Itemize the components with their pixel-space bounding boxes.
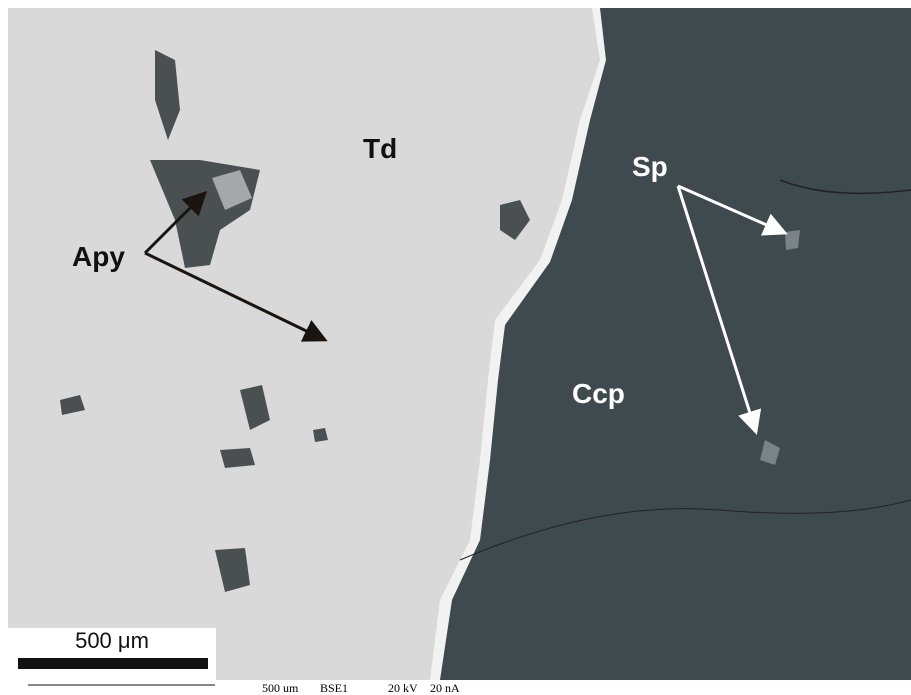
label-td: Td <box>363 133 397 164</box>
scale-label: 500 μm <box>75 628 149 653</box>
micrograph: Td Apy Sp Ccp 500 μm 500 um BSE1 20 kV 2… <box>0 0 911 695</box>
footer-text: BSE1 <box>320 681 348 695</box>
label-ccp: Ccp <box>572 378 625 409</box>
page: Td Apy Sp Ccp 500 μm 500 um BSE1 20 kV 2… <box>0 0 911 695</box>
footer-text: 500 um <box>262 681 299 695</box>
label-apy: Apy <box>72 241 125 272</box>
footer-text: 20 kV <box>388 681 418 695</box>
sphalerite-grain <box>785 230 800 250</box>
footer-text: 20 nA <box>430 681 460 695</box>
label-sp: Sp <box>632 151 668 182</box>
scale-bar <box>18 658 208 669</box>
